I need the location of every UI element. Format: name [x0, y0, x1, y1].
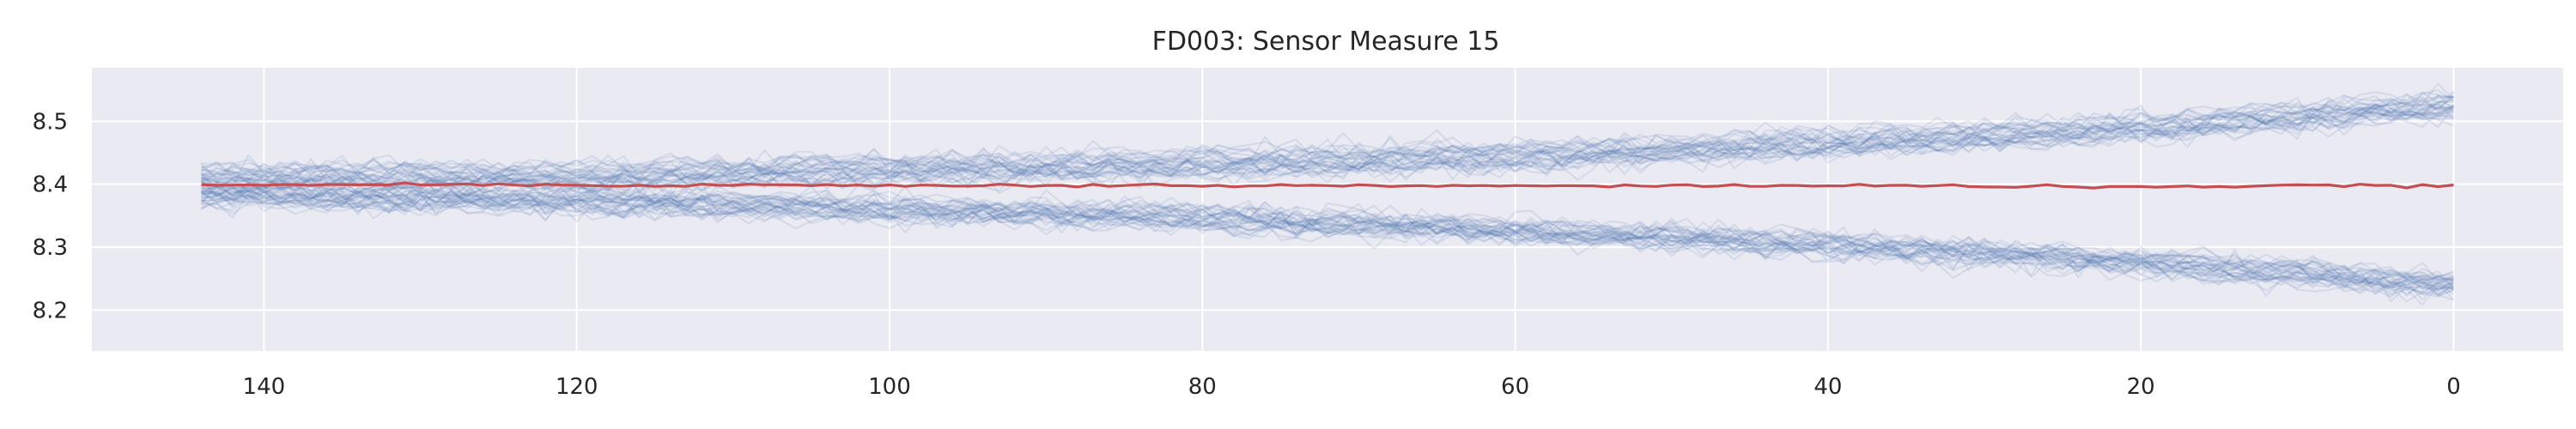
unit-trace-line: [200, 181, 2455, 293]
unit-trace-line: [200, 100, 2454, 196]
unit-trace-line: [201, 188, 2454, 295]
x-tick-label: 140: [243, 374, 286, 400]
mean-line: [201, 181, 2454, 190]
x-tick-label: 60: [1501, 374, 1529, 400]
unit-trace-line: [201, 191, 2454, 301]
unit-trace-line: [201, 110, 2454, 202]
unit-trace-line: [201, 107, 2454, 199]
unit-trace-line: [201, 106, 2454, 189]
unit-trace-line: [201, 192, 2455, 295]
unit-trace-line: [201, 103, 2454, 194]
unit-trace-line: [201, 177, 2454, 281]
unit-trace-line: [201, 88, 2455, 183]
unit-trace-line: [200, 185, 2454, 287]
unit-trace-line: [201, 184, 2454, 290]
unit-trace-line: [200, 90, 2455, 190]
unit-trace-line: [201, 190, 2454, 303]
unit-trace-line: [200, 178, 2454, 285]
x-tick-label: 120: [556, 374, 598, 400]
unit-trace-line: [201, 187, 2454, 291]
unit-trace-line: [200, 107, 2454, 196]
unit-trace-line: [201, 178, 2454, 287]
unit-trace-line: [200, 193, 2455, 300]
unit-trace-line: [201, 94, 2454, 192]
unit-trace-line: [200, 177, 2454, 281]
unit-trace-line: [201, 186, 2454, 291]
unit-trace-line: [201, 189, 2454, 298]
unit-trace-line: [201, 196, 2454, 303]
unit-trace-line: [201, 196, 2454, 306]
unit-trace-line: [201, 110, 2454, 197]
unit-trace-line: [201, 105, 2454, 198]
x-tick-label: 80: [1188, 374, 1217, 400]
unit-trace-line: [201, 94, 2455, 192]
unit-trace-line: [201, 184, 2455, 289]
unit-trace-line: [201, 94, 2454, 184]
unit-trace-line: [200, 182, 2454, 281]
x-tick-label: 20: [2127, 374, 2155, 400]
y-tick-label: 8.5: [33, 109, 68, 135]
unit-trace-line: [201, 190, 2455, 298]
unit-trace-line: [201, 102, 2455, 197]
unit-trace-line: [200, 180, 2454, 286]
unit-trace-line: [201, 93, 2454, 184]
unit-trace-line: [201, 189, 2454, 299]
unit-trace-line: [201, 97, 2454, 195]
unit-trace-line: [200, 107, 2454, 196]
unit-trace-line: [201, 95, 2454, 184]
unit-trace-line: [201, 106, 2454, 191]
unit-trace-line: [201, 102, 2455, 187]
unit-trace-line: [201, 182, 2454, 292]
unit-trace-line: [201, 186, 2454, 288]
y-tick-label: 8.2: [33, 298, 68, 323]
mean-line-group: [201, 181, 2454, 190]
unit-trace-line: [200, 187, 2454, 286]
unit-trace-line: [201, 185, 2454, 290]
unit-trace-line: [201, 95, 2455, 178]
unit-trace-line: [201, 190, 2454, 295]
plot-background: [92, 68, 2563, 351]
unit-trace-line: [201, 187, 2455, 291]
unit-trace-line: [201, 173, 2454, 281]
y-tick-label: 8.3: [33, 235, 68, 261]
unit-trace-line: [200, 176, 2455, 292]
unit-trace-line: [201, 103, 2454, 191]
x-axis-ticks: 140 120 100 80 60 40 20 0: [243, 374, 2461, 400]
unit-trace-line: [201, 193, 2454, 298]
unit-trace-line: [201, 91, 2455, 191]
unit-trace-line: [200, 106, 2454, 197]
unit-trace-line: [200, 188, 2454, 294]
unit-trace-line: [201, 94, 2454, 189]
unit-trace-line: [200, 96, 2455, 184]
x-tick-label: 0: [2446, 374, 2461, 400]
unit-trace-line: [200, 106, 2454, 191]
unit-trace-line: [200, 187, 2454, 296]
x-tick-label: 100: [868, 374, 911, 400]
x-tick-label: 40: [1814, 374, 1842, 400]
y-tick-label: 8.4: [33, 172, 68, 198]
unit-lines: [200, 82, 2455, 306]
chart-title: FD003: Sensor Measure 15: [1152, 27, 1500, 57]
unit-trace-line: [200, 91, 2454, 179]
unit-trace-line: [200, 181, 2455, 291]
unit-trace-line: [201, 91, 2454, 177]
unit-trace-line: [201, 181, 2455, 296]
unit-trace-line: [200, 82, 2455, 183]
unit-trace-line: [200, 92, 2454, 182]
unit-trace-line: [200, 106, 2455, 197]
y-axis-ticks: 8.2 8.3 8.4 8.5: [33, 109, 68, 323]
unit-trace-line: [201, 102, 2454, 187]
